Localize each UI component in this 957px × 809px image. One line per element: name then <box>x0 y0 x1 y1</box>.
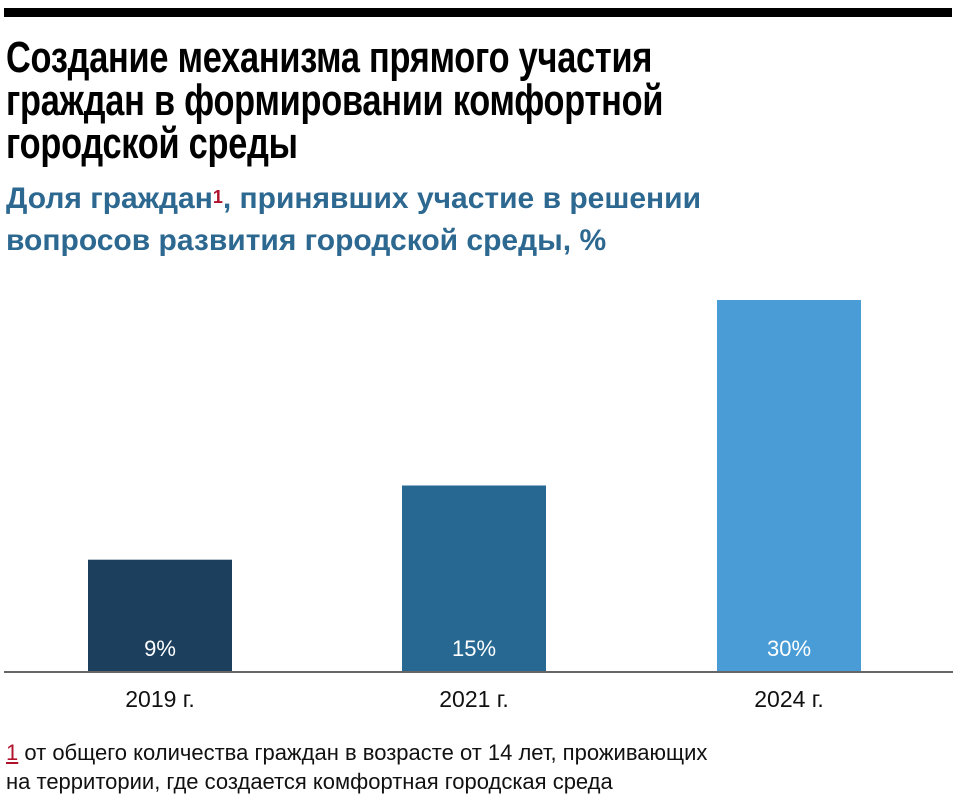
footnote: 1 от общего количества граждан в возраст… <box>6 738 707 796</box>
subtitle-text: вопросов развития городской среды, % <box>6 224 607 257</box>
x-tick-label: 2024 г. <box>754 686 824 712</box>
title-line: граждан в формировании комфортной <box>6 76 664 125</box>
data-label: 30% <box>767 636 811 661</box>
footnote-text: от общего количества граждан в возрасте … <box>24 740 708 765</box>
x-tick-label: 2021 г. <box>439 686 509 712</box>
x-tick-label: 2019 г. <box>125 686 195 712</box>
title-line: Создание механизма прямого участия <box>6 33 653 82</box>
chart-title: Создание механизма прямого участия гражд… <box>6 33 864 168</box>
chart-subtitle: Доля граждан1, принявших участие в решен… <box>6 178 701 262</box>
footnote-mark: 1 <box>6 740 19 765</box>
top-rule <box>4 8 952 17</box>
footnote-text: на территории, где создается комфортная … <box>6 769 613 794</box>
data-label: 9% <box>144 636 176 661</box>
subtitle-text: , принявших участие в решении <box>222 182 702 215</box>
bar-2024 <box>717 300 861 671</box>
title-line: городской среды <box>6 119 298 168</box>
subtitle-text: Доля граждан <box>6 182 213 215</box>
bar-2019 <box>88 559 232 671</box>
data-label: 15% <box>452 636 496 661</box>
footnote-reference: 1 <box>212 187 223 207</box>
bar-2021 <box>402 485 546 671</box>
